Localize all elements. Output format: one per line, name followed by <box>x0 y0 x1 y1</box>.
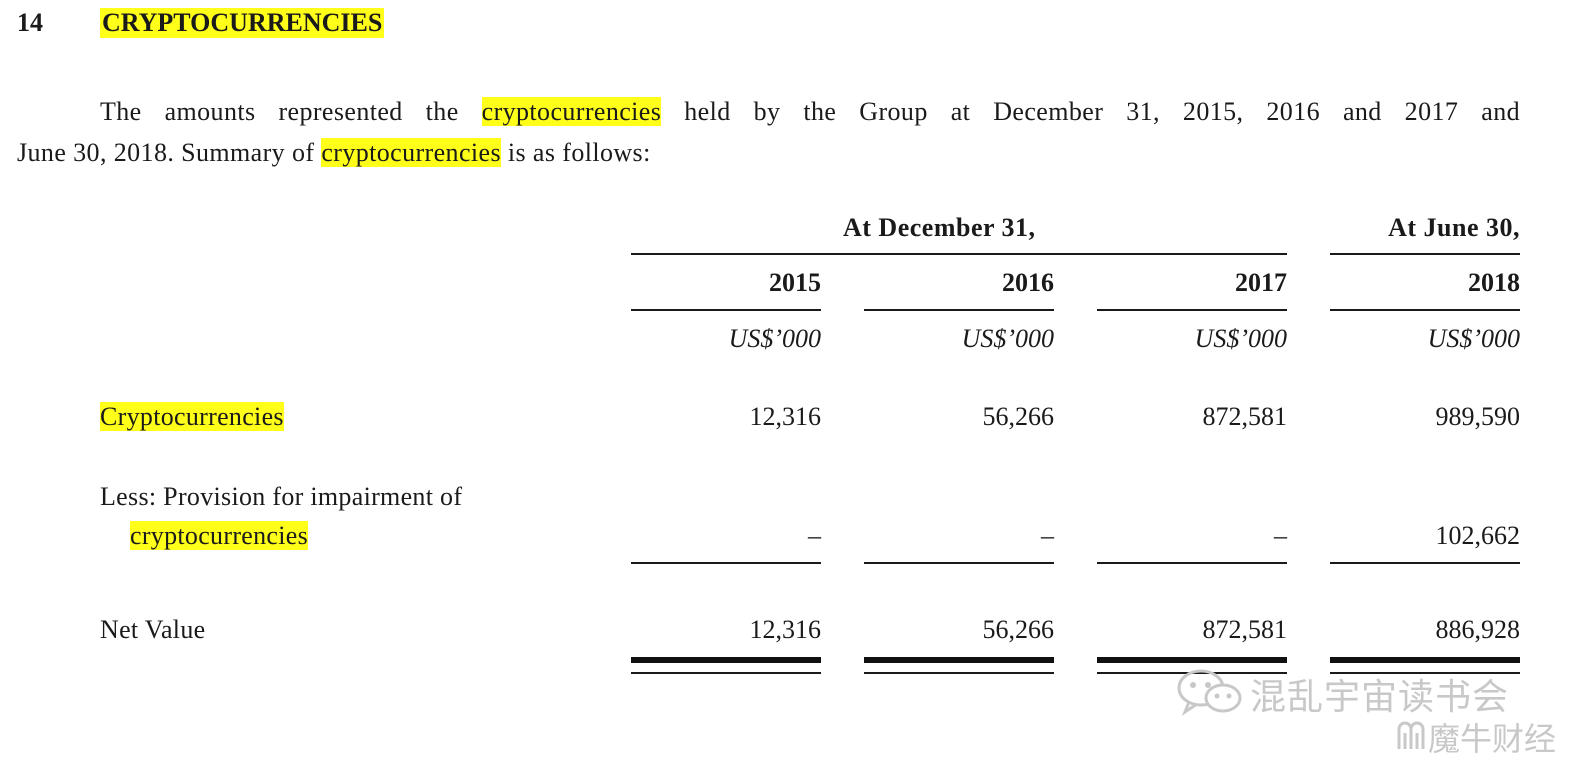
row-label-provision-line2: cryptocurrencies <box>130 521 309 551</box>
highlighted-term: cryptocurrencies <box>481 97 662 126</box>
paragraph-text: June 30, 2018. Summary of <box>17 138 322 167</box>
header-at-june: At June 30, <box>1388 213 1520 242</box>
subtotal-rule-2018 <box>1330 562 1520 564</box>
year-header-2018: 2018 <box>1468 268 1520 297</box>
year-rule-2015 <box>631 309 821 311</box>
watermark-text-1: 混乱宇宙读书会 <box>1250 677 1510 718</box>
december-header-rule <box>631 253 1287 255</box>
paragraph-text: held by the Group at December 31, 2015, … <box>661 97 1521 126</box>
subtotal-rule-2016 <box>864 562 1054 564</box>
unit-2015: US$’000 <box>728 324 821 353</box>
highlighted-term: Cryptocurrencies <box>100 402 284 431</box>
provision-value-2018: 102,662 <box>1435 521 1521 550</box>
subtotal-rule-2015 <box>631 562 821 564</box>
subtotal-rule-2017 <box>1097 562 1287 564</box>
provision-value-2015: – <box>808 521 821 550</box>
highlighted-term: cryptocurrencies <box>130 521 309 550</box>
unit-2018: US$’000 <box>1427 324 1520 353</box>
paragraph-line-1: The amounts represented the cryptocurren… <box>17 91 1520 132</box>
total-double-rule-thick-2016 <box>864 657 1054 663</box>
year-rule-2017 <box>1097 309 1287 311</box>
total-double-rule-thin-2016 <box>864 672 1054 674</box>
crypto-value-2016: 56,266 <box>982 402 1055 431</box>
total-double-rule-thick-2018 <box>1330 657 1520 663</box>
year-header-2017: 2017 <box>1235 268 1287 297</box>
moniu-logo-icon <box>1397 721 1425 749</box>
total-double-rule-thick-2017 <box>1097 657 1287 663</box>
total-double-rule-thin-2018 <box>1330 672 1520 674</box>
total-double-rule-thin-2015 <box>631 672 821 674</box>
unit-2016: US$’000 <box>961 324 1054 353</box>
row-label-provision-line1: Less: Provision for impairment of <box>100 482 463 511</box>
wechat-icon <box>1177 669 1242 716</box>
year-rule-2016 <box>864 309 1054 311</box>
unit-2017: US$’000 <box>1194 324 1287 353</box>
row-label-cryptocurrencies: Cryptocurrencies <box>100 402 284 432</box>
provision-value-2016: – <box>1041 521 1054 550</box>
year-rule-2018 <box>1330 309 1520 311</box>
header-at-december: At December 31, <box>843 213 1036 242</box>
provision-value-2017: – <box>1274 521 1287 550</box>
total-double-rule-thick-2015 <box>631 657 821 663</box>
net-value-2015: 12,316 <box>749 615 822 644</box>
paragraph-text: The amounts represented the <box>100 97 482 126</box>
net-value-2018: 886,928 <box>1435 615 1521 644</box>
crypto-value-2017: 872,581 <box>1202 402 1288 431</box>
row-label-net-value: Net Value <box>100 615 206 644</box>
section-number: 14 <box>17 8 43 37</box>
crypto-value-2015: 12,316 <box>749 402 822 431</box>
year-header-2015: 2015 <box>769 268 821 297</box>
year-header-2016: 2016 <box>1002 268 1054 297</box>
paragraph-line-2: June 30, 2018. Summary of cryptocurrenci… <box>17 132 1520 173</box>
watermark-text-2: 魔牛财经 <box>1428 720 1557 758</box>
section-title: CRYPTOCURRENCIES <box>100 8 385 38</box>
june-header-rule <box>1330 253 1520 255</box>
paragraph-text: is as follows: <box>500 138 651 167</box>
crypto-value-2018: 989,590 <box>1435 402 1521 431</box>
net-value-2017: 872,581 <box>1202 615 1288 644</box>
highlighted-term: cryptocurrencies <box>321 138 501 167</box>
intro-paragraph: The amounts represented the cryptocurren… <box>17 91 1520 173</box>
net-value-2016: 56,266 <box>982 615 1055 644</box>
